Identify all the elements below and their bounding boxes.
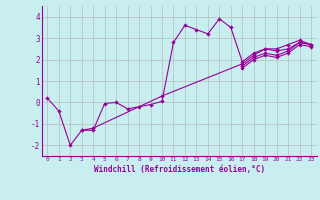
X-axis label: Windchill (Refroidissement éolien,°C): Windchill (Refroidissement éolien,°C) (94, 165, 265, 174)
